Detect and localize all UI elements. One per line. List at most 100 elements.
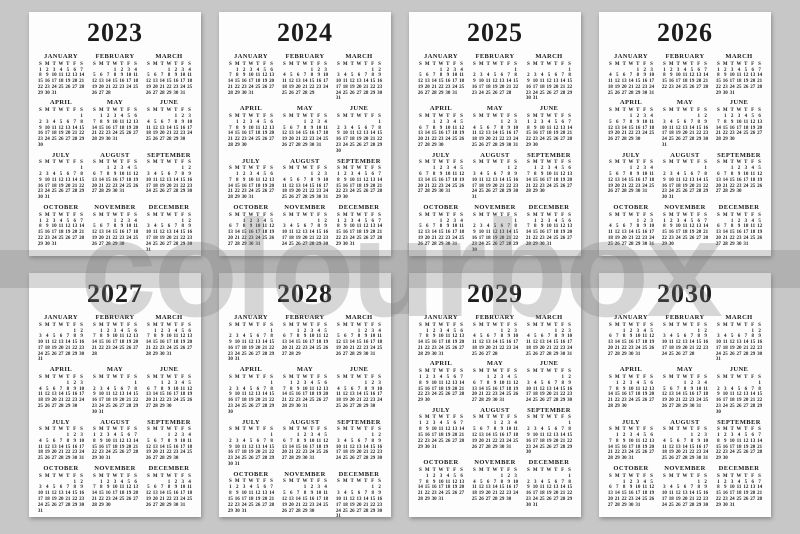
day-cell: 15 [302, 496, 308, 502]
weekday-cell: F [751, 212, 755, 218]
day-cell: 13 [675, 444, 681, 450]
day-cell: 30 [513, 189, 519, 195]
day-cell: 22 [696, 496, 702, 502]
day-cell: 17 [255, 230, 261, 236]
month-name: NOVEMBER [284, 470, 326, 478]
day-cell: 29 [234, 142, 240, 148]
day-cell: 15 [302, 131, 308, 137]
day-cell: 12 [349, 496, 355, 502]
day-cell: 27 [370, 189, 376, 195]
day-cell: 13 [459, 479, 465, 485]
weekday-cell: M [44, 160, 50, 166]
day-cell: 11 [105, 392, 111, 398]
day-cell: 3 [236, 438, 239, 444]
weekday-cell: M [44, 212, 50, 218]
day-cell: 22 [112, 235, 118, 241]
day-cell: 24 [567, 345, 573, 351]
day-cell: 1 [561, 374, 564, 380]
day-cell: 28 [750, 403, 756, 409]
day-cell: 10 [499, 380, 505, 386]
day-cell: 24 [335, 90, 341, 96]
day-cell: 9 [643, 224, 646, 230]
day-cell: 5 [249, 334, 253, 340]
weekday-cell: S [704, 322, 707, 328]
day-cell: 17 [112, 125, 118, 131]
month-name: OCTOBER [43, 204, 79, 212]
day-cell: 14 [133, 438, 139, 444]
day-cell: 10 [281, 230, 287, 236]
day-cell: 5 [93, 224, 96, 230]
day-cell: 15 [112, 79, 118, 85]
day-cell: 15 [682, 392, 688, 398]
day-cell: 28 [757, 496, 763, 502]
day-cell: 24 [513, 491, 519, 497]
day-cell: 18 [152, 183, 158, 189]
day-cell: 18 [51, 183, 57, 189]
day-cell: 12 [750, 119, 756, 125]
day-cell: 4 [636, 433, 640, 439]
days-grid: 1 2 3 4 5 6 7 8 9 10 11 12 13 14 15 16 17 18 19 20 21 22 23 24 2… [417, 375, 465, 404]
weekday-cell: F [73, 61, 77, 67]
day-cell: 4 [120, 328, 124, 334]
days-grid: 1 2 3 4 5 6 7 8 9 10 11 12 13 14 15 16 17 18 19 20 21 22 23 24 2… [335, 120, 383, 155]
day-cell: 4 [249, 485, 253, 491]
day-cell: 11 [255, 125, 261, 131]
day-cell: 2 [46, 67, 49, 73]
day-cell: 18 [668, 131, 674, 137]
day-cell: 5 [127, 479, 130, 485]
day-cell: 13 [281, 340, 287, 346]
day-cell: 6 [751, 433, 754, 439]
day-cell: 20 [607, 345, 613, 351]
day-cell: 1 [229, 485, 232, 491]
day-cell: 14 [525, 230, 531, 236]
day-cell: 18 [241, 345, 247, 351]
day-cell: 26 [546, 444, 552, 450]
day-cell: 16 [316, 79, 322, 85]
day-cell: 6 [568, 218, 571, 224]
month-name: FEBRUARY [95, 314, 135, 321]
day-cell: 24 [743, 183, 749, 189]
day-cell: 12 [757, 172, 763, 178]
day-cell: 27 [621, 90, 627, 96]
day-cell: 9 [446, 73, 450, 79]
weekday-cell: T [554, 113, 558, 119]
day-cell: 27 [255, 351, 261, 357]
weekday-cell: T [174, 374, 178, 380]
day-cell: 29 [152, 351, 158, 357]
day-cell: 8 [167, 73, 171, 79]
day-cell: 4 [737, 479, 741, 485]
day-cell: 4 [283, 73, 286, 79]
weekday-cell: S [568, 415, 571, 421]
day-cell: 8 [229, 491, 232, 497]
day-cell: 17 [438, 485, 444, 491]
weekday-cell: F [317, 479, 321, 485]
month-name: MARCH [345, 314, 373, 321]
day-cell: 3 [663, 334, 666, 340]
day-cell: 1 [310, 67, 314, 73]
day-cell: 6 [167, 224, 171, 230]
day-cell: 30 [309, 508, 315, 514]
day-cell: 23 [309, 137, 315, 143]
weekday-cell: T [622, 374, 626, 380]
day-cell: 14 [689, 340, 695, 346]
day-cell: 15 [370, 79, 376, 85]
day-cell: 22 [689, 450, 695, 456]
weekday-cell: T [296, 322, 300, 328]
day-cell: 8 [568, 479, 571, 485]
day-cell: 18 [126, 177, 132, 183]
day-cell: 4 [439, 374, 443, 380]
day-cell: 23 [91, 403, 97, 409]
year-title: 2028 [277, 279, 333, 308]
day-cell: 14 [703, 224, 709, 230]
day-cell: 27 [621, 241, 627, 247]
day-cell: 24 [635, 496, 641, 502]
weekday-cell: F [453, 212, 457, 218]
day-cell: 17 [234, 450, 240, 456]
weekday-cell: W [248, 479, 254, 485]
day-cell: 7 [93, 334, 96, 340]
day-cell: 9 [493, 380, 497, 386]
